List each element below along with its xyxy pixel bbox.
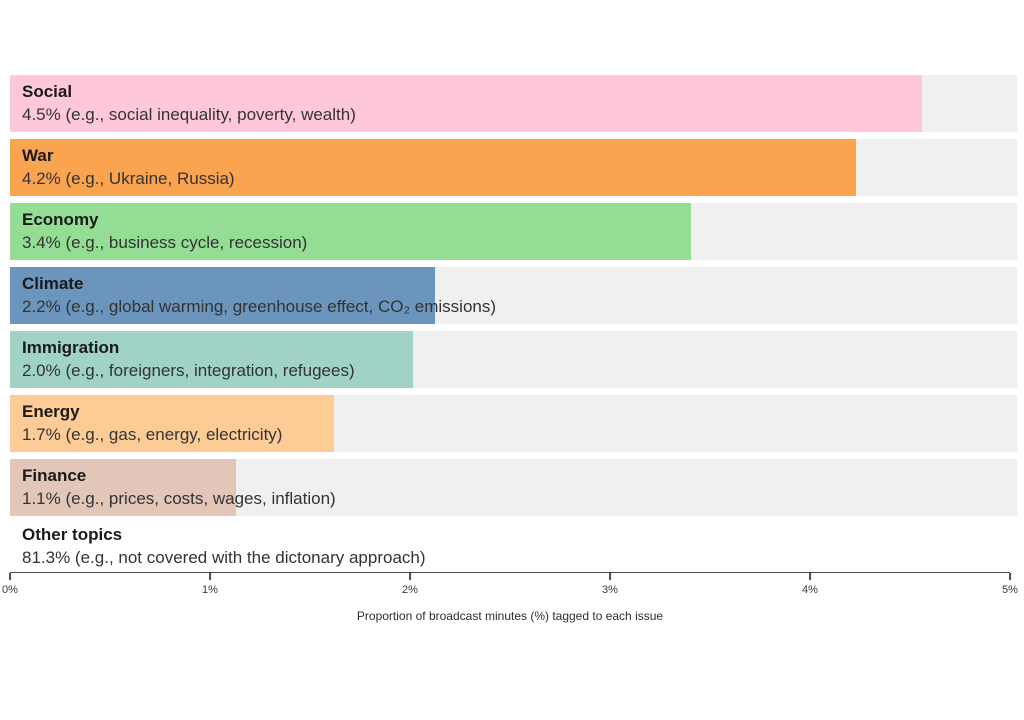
bar: [10, 203, 691, 260]
x-axis: 0% 1% 2% 3% 4% 5%: [2, 572, 1018, 607]
tick-label: 0%: [2, 584, 18, 596]
bar-labels: War 4.2% (e.g., Ukraine, Russia): [22, 144, 235, 190]
bar: [10, 139, 856, 196]
bar-category-label: Other topics: [22, 525, 123, 544]
bar-labels: Economy 3.4% (e.g., business cycle, rece…: [22, 208, 307, 254]
bar: [10, 75, 923, 132]
x-axis-tick: 1%: [202, 573, 218, 596]
bar-row: Finance 1.1% (e.g., prices, costs, wages…: [10, 459, 1017, 516]
tick-mark: [9, 573, 11, 580]
bar-labels: Immigration 2.0% (e.g., foreigners, inte…: [22, 336, 355, 382]
bar-row: War 4.2% (e.g., Ukraine, Russia): [10, 139, 1017, 196]
bar-description-label: 4.2% (e.g., Ukraine, Russia): [22, 169, 235, 188]
bar-description-label: 2.2% (e.g., global warming, greenhouse e…: [22, 297, 497, 316]
bar: [10, 459, 236, 516]
tick-label: 1%: [202, 584, 218, 596]
bar-labels: Energy 1.7% (e.g., gas, energy, electric…: [22, 400, 282, 446]
tick-label: 3%: [602, 584, 618, 596]
bar-row: Social 4.5% (e.g., social inequality, po…: [10, 75, 1017, 132]
x-axis-tick: 3%: [602, 573, 618, 596]
tick-label: 5%: [1002, 584, 1018, 596]
bar: [10, 395, 335, 452]
bar-category-label: Energy: [22, 402, 80, 421]
bar-description-label: 2.0% (e.g., foreigners, integration, ref…: [22, 361, 355, 380]
bar-category-label: Climate: [22, 274, 84, 293]
bar-row: Energy 1.7% (e.g., gas, energy, electric…: [10, 395, 1017, 452]
horizontal-bar-chart: Social 4.5% (e.g., social inequality, po…: [2, 75, 1018, 623]
tick-label: 2%: [402, 584, 418, 596]
bar-row: Immigration 2.0% (e.g., foreigners, inte…: [10, 331, 1017, 388]
bar-labels: Social 4.5% (e.g., social inequality, po…: [22, 80, 356, 126]
bar: [10, 267, 435, 324]
bar-labels: Finance 1.1% (e.g., prices, costs, wages…: [22, 464, 336, 510]
x-axis-tick: 5%: [1002, 573, 1018, 596]
tick-mark: [1009, 573, 1011, 580]
tick-mark: [209, 573, 211, 580]
tick-mark: [609, 573, 611, 580]
bar-category-label: Economy: [22, 210, 99, 229]
bar-description-label: 4.5% (e.g., social inequality, poverty, …: [22, 105, 356, 124]
x-axis-tick: 0%: [2, 573, 18, 596]
bar-category-label: War: [22, 146, 54, 165]
tick-mark: [409, 573, 411, 580]
bar-category-label: Finance: [22, 466, 87, 485]
bar-category-label: Immigration: [22, 338, 120, 357]
x-axis-tick: 2%: [402, 573, 418, 596]
bar-description-label: 1.1% (e.g., prices, costs, wages, inflat…: [22, 489, 336, 508]
bar-category-label: Social: [22, 82, 73, 101]
bar-labels: Other topics 81.3% (e.g., not covered wi…: [22, 523, 426, 569]
bar: [10, 331, 413, 388]
bar-description-label: 81.3% (e.g., not covered with the dicton…: [22, 548, 426, 567]
bar-description-label: 3.4% (e.g., business cycle, recession): [22, 233, 308, 252]
x-axis-tick: 4%: [802, 573, 818, 596]
bar-row: Climate 2.2% (e.g., global warming, gree…: [10, 267, 1017, 324]
tick-label: 4%: [802, 584, 818, 596]
bar-row: Other topics 81.3% (e.g., not covered wi…: [10, 523, 1017, 569]
bar-row: Economy 3.4% (e.g., business cycle, rece…: [10, 203, 1017, 260]
bar-description-label: 1.7% (e.g., gas, energy, electricity): [22, 425, 283, 444]
tick-mark: [809, 573, 811, 580]
bar-labels: Climate 2.2% (e.g., global warming, gree…: [22, 272, 496, 318]
x-axis-caption: Proportion of broadcast minutes (%) tagg…: [356, 609, 664, 623]
bar-rows: Social 4.5% (e.g., social inequality, po…: [10, 75, 1017, 569]
